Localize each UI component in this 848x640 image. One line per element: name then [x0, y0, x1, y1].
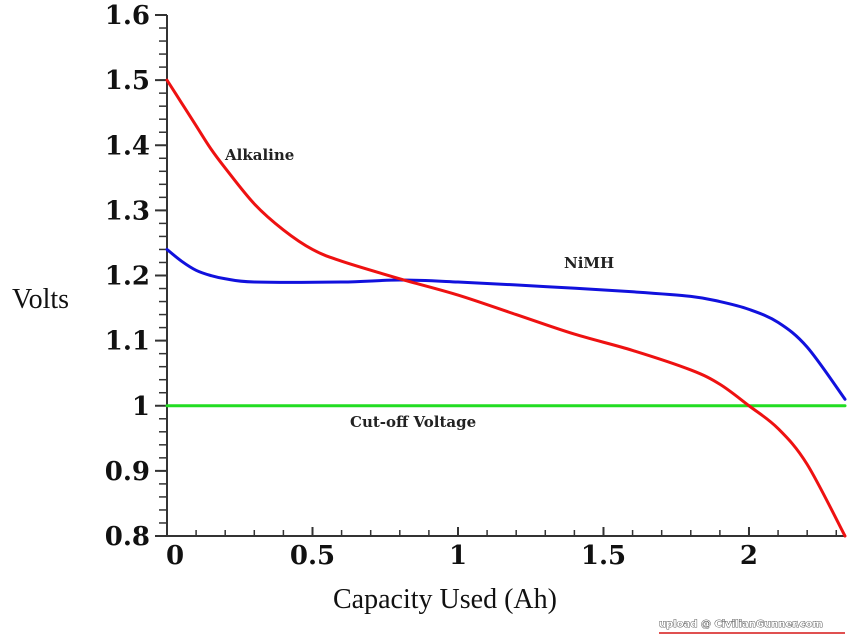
- x-tick-label: 1: [449, 541, 467, 571]
- y-tick-label: 1.4: [105, 131, 150, 161]
- series-line-alkaline: [165, 78, 847, 538]
- y-axis-title: Volts: [12, 284, 69, 315]
- watermark: upload @ CivilianGunner.com: [659, 619, 845, 634]
- y-tick-label: 1.5: [105, 66, 150, 96]
- y-tick-label: 1.2: [105, 262, 150, 292]
- x-tick-label: 1.5: [581, 541, 626, 571]
- x-axis-title: Capacity Used (Ah): [333, 584, 557, 615]
- annotation-cutoff: Cut-off Voltage: [350, 413, 476, 431]
- x-tick-label: 0.5: [290, 541, 335, 571]
- annotation-alkaline: Alkaline: [224, 146, 294, 164]
- y-tick-label: 1.6: [105, 1, 150, 31]
- series: [165, 78, 847, 538]
- y-tick-label: 1.1: [105, 327, 150, 357]
- watermark-text: upload @ CivilianGunner.com: [659, 619, 823, 630]
- y-tick-label: 0.9: [105, 457, 150, 487]
- tick-labels: 0.8 0.9 1 1.1 1.2 1.3 1.4 1.5 1.6 0 0.5 1 1.5 2: [105, 1, 758, 571]
- y-tick-label: 1.3: [105, 196, 150, 226]
- x-tick-label: 0: [166, 541, 184, 571]
- ticks: [155, 14, 838, 537]
- series-line-nimh: [165, 247, 847, 401]
- annotation-nimh: NiMH: [564, 254, 614, 272]
- y-tick-label: 1: [132, 392, 150, 422]
- x-tick-label: 2: [740, 541, 758, 571]
- y-tick-label: 0.8: [105, 522, 150, 552]
- axes: [160, 15, 846, 537]
